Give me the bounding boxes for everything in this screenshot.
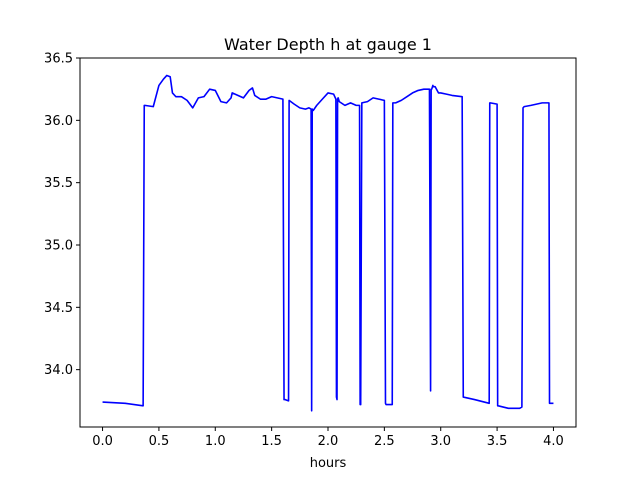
x-tick-label: 2.5: [374, 434, 395, 449]
x-axis-ticks: 0.0 0.5 1.0 1.5 2.0 2.5 3.0 3.5 4.0: [92, 427, 564, 449]
plot-area: [80, 58, 576, 427]
y-tick-label: 35.0: [44, 238, 73, 253]
x-tick-label: 3.0: [430, 434, 451, 449]
y-tick-label: 34.5: [44, 301, 73, 316]
chart-title: Water Depth h at gauge 1: [224, 35, 432, 54]
x-tick-label: 0.0: [92, 434, 113, 449]
x-tick-label: 1.5: [261, 434, 282, 449]
x-tick-label: 2.0: [318, 434, 339, 449]
x-tick-label: 4.0: [543, 434, 564, 449]
data-layer: [102, 74, 554, 412]
y-axis-ticks: 34.0 34.5 35.0 35.5 36.0 36.5: [44, 52, 80, 378]
y-tick-label: 35.5: [44, 176, 73, 191]
y-tick-label: 36.5: [44, 52, 73, 67]
x-tick-label: 1.0: [205, 434, 226, 449]
y-tick-label: 34.0: [44, 363, 73, 378]
series-line: [102, 74, 554, 412]
y-tick-label: 36.0: [44, 114, 73, 129]
x-tick-label: 0.5: [149, 434, 170, 449]
x-tick-label: 3.5: [487, 434, 508, 449]
x-axis-label: hours: [310, 456, 347, 471]
